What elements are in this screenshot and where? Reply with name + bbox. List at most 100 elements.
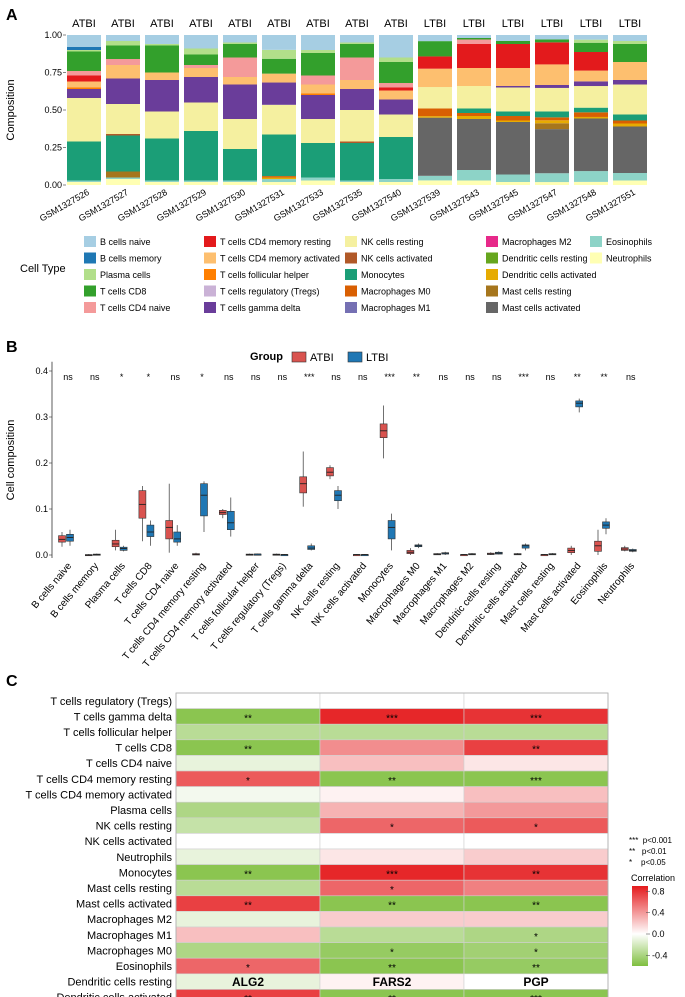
stack-segment (106, 65, 140, 79)
stack-segment (340, 180, 374, 182)
significance-label: ns (331, 372, 341, 382)
colorbar-tick: -0.4 (652, 950, 668, 960)
heatmap-star: ** (532, 963, 540, 974)
heatmap-cell (175, 879, 321, 897)
heatmap-star: *** (530, 994, 542, 997)
stack-segment (184, 54, 218, 65)
stack-segment (379, 62, 413, 83)
legend-label: T cells gamma delta (220, 303, 300, 313)
stack-segment (301, 35, 335, 50)
legend-label: Eosinophils (606, 237, 653, 247)
stack-segment (301, 95, 335, 119)
panel-b-category-label: B cells memory (49, 561, 101, 620)
legend-label: Dendritic cells resting (502, 254, 588, 264)
heatmap-row-label: Dendritic cells activated (56, 992, 172, 997)
stack-segment (379, 182, 413, 185)
heatmap-star: ** (532, 869, 540, 880)
stack-segment (535, 120, 569, 124)
heatmap-cell (175, 723, 321, 741)
stack-segment (457, 86, 491, 109)
stack-segment (106, 59, 140, 65)
stack-segment (379, 83, 413, 88)
stack-segment (535, 39, 569, 43)
heatmap-cell (175, 801, 321, 819)
heatmap-star: ** (388, 963, 396, 974)
box-body (227, 510, 235, 530)
box-body (307, 545, 316, 550)
panel-a-group-label: ATBI (345, 18, 369, 30)
significance-legend-text: ** p<0.01 (629, 847, 667, 856)
stack-segment (613, 41, 647, 44)
stack-segment (496, 182, 530, 185)
heatmap-star: ** (388, 776, 396, 787)
stack-segment (574, 35, 608, 40)
legend-swatch (84, 252, 96, 264)
stack-segment (496, 41, 530, 44)
heatmap-cell (175, 692, 321, 709)
stack-segment (457, 38, 491, 40)
heatmap-cell (175, 833, 321, 850)
significance-label: ns (63, 372, 73, 382)
heatmap-cell (319, 739, 465, 756)
stack-segment (613, 35, 647, 41)
stack-segment (418, 175, 452, 181)
stack-segment (340, 35, 374, 43)
legend-swatch (204, 285, 216, 297)
stack-segment (379, 99, 413, 115)
stack-segment (418, 180, 452, 185)
heatmap-row-label: T cells follicular helper (63, 727, 172, 739)
stack-segment (301, 75, 335, 85)
stack-segment (457, 44, 491, 68)
legend-swatch (486, 302, 498, 313)
legend-label: Monocytes (361, 270, 405, 280)
legend-label: NK cells activated (361, 254, 433, 264)
stack-segment (613, 126, 647, 173)
stack-segment (145, 45, 179, 73)
stack-segment (67, 87, 101, 89)
legend-swatch (204, 236, 216, 247)
legend-label: T cells CD4 memory resting (220, 237, 331, 247)
heatmap-row-label: T cells gamma delta (74, 711, 173, 723)
heatmap-star: ** (388, 901, 396, 912)
panel-a-ytick: 0.25 (44, 143, 62, 153)
panel-a-group-label: ATBI (150, 18, 174, 30)
stack-segment (574, 107, 608, 113)
panel-a-legend-title: Cell Type (20, 263, 66, 275)
stack-segment (496, 116, 530, 121)
stack-segment (418, 108, 452, 117)
stack-segment (301, 143, 335, 178)
heatmap-star: *** (386, 713, 398, 724)
stack-segment (262, 82, 296, 105)
stack-segment (184, 77, 218, 103)
panel-a-group-label: ATBI (384, 18, 408, 30)
stack-segment (457, 180, 491, 185)
stack-segment (340, 57, 374, 80)
stack-segment (574, 112, 608, 117)
heatmap-cell (319, 848, 465, 865)
panel-b-legend-label: ATBI (310, 352, 334, 364)
stack-segment (184, 102, 218, 131)
heatmap-cell (175, 911, 321, 928)
box-body (299, 476, 308, 494)
stack-segment (262, 177, 296, 180)
stack-segment (535, 87, 569, 112)
stack-segment (223, 44, 257, 58)
stack-segment (67, 71, 101, 76)
stack-segment (457, 35, 491, 38)
stack-segment (457, 39, 491, 44)
legend-label: Mast cells resting (502, 287, 572, 297)
stack-segment (223, 180, 257, 182)
heatmap-row-label: Eosinophils (116, 961, 173, 973)
stack-segment (145, 180, 179, 182)
stack-segment (340, 80, 374, 89)
stack-segment (340, 42, 374, 44)
stack-segment (574, 42, 608, 53)
stack-segment (145, 111, 179, 139)
panel-b-ylabel: Cell composition (5, 420, 17, 501)
panel-c-label: C (6, 673, 18, 690)
stack-segment (145, 44, 179, 46)
stack-segment (496, 111, 530, 116)
stack-segment (613, 180, 647, 185)
legend-label: B cells memory (100, 254, 162, 264)
stack-segment (535, 129, 569, 174)
